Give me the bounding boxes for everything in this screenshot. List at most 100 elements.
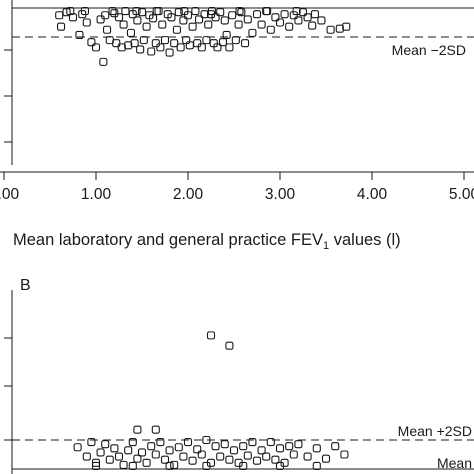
data-point bbox=[231, 36, 240, 45]
data-point bbox=[151, 39, 160, 48]
data-point bbox=[216, 452, 225, 461]
data-point bbox=[252, 456, 262, 465]
data-point bbox=[99, 57, 108, 66]
data-point bbox=[87, 438, 96, 447]
data-point bbox=[73, 443, 82, 452]
data-point bbox=[317, 16, 326, 25]
data-point bbox=[114, 452, 124, 461]
data-point bbox=[294, 440, 303, 449]
data-point bbox=[114, 13, 124, 22]
data-point bbox=[124, 41, 133, 50]
data-point bbox=[179, 452, 188, 461]
data-point bbox=[91, 43, 101, 52]
data-point bbox=[124, 446, 133, 455]
data-point bbox=[240, 39, 250, 48]
data-point bbox=[207, 7, 216, 16]
data-point bbox=[151, 425, 160, 434]
data-point bbox=[229, 446, 239, 455]
data-point bbox=[275, 444, 285, 453]
data-point bbox=[225, 341, 234, 350]
data-point bbox=[66, 7, 75, 16]
data-point bbox=[312, 444, 321, 453]
data-point bbox=[211, 442, 220, 451]
data-point bbox=[312, 461, 321, 470]
x-tick-label: 2.00 bbox=[173, 186, 204, 203]
data-point bbox=[148, 14, 158, 23]
data-point bbox=[235, 7, 244, 16]
x-tick-label: 4.00 bbox=[357, 186, 388, 203]
data-point bbox=[101, 11, 110, 20]
data-point bbox=[132, 7, 141, 16]
x-tick-label: 3.00 bbox=[265, 186, 296, 203]
data-point bbox=[91, 461, 101, 470]
data-point bbox=[176, 43, 185, 52]
data-point bbox=[147, 47, 156, 56]
data-point bbox=[82, 452, 91, 461]
data-point bbox=[167, 13, 176, 22]
data-point bbox=[191, 7, 200, 16]
data-point bbox=[154, 7, 163, 16]
data-point bbox=[80, 7, 90, 16]
data-point bbox=[197, 43, 206, 52]
data-point bbox=[340, 450, 349, 459]
data-point bbox=[156, 43, 165, 52]
panel-a-points bbox=[55, 7, 351, 66]
data-point bbox=[303, 452, 312, 461]
data-point bbox=[110, 9, 119, 18]
data-point bbox=[96, 448, 105, 457]
data-point bbox=[165, 446, 174, 455]
data-point bbox=[87, 38, 96, 47]
data-point bbox=[234, 20, 243, 29]
data-point bbox=[165, 48, 174, 57]
data-point bbox=[237, 8, 246, 17]
data-point bbox=[130, 39, 139, 48]
data-point bbox=[82, 18, 91, 27]
data-point bbox=[128, 461, 137, 470]
data-point bbox=[243, 451, 252, 460]
data-point bbox=[193, 445, 202, 454]
data-point bbox=[335, 24, 344, 33]
x-tick-label: 1.00 bbox=[81, 186, 112, 203]
data-point bbox=[342, 22, 351, 31]
data-point bbox=[326, 25, 335, 34]
data-point bbox=[285, 22, 294, 31]
data-point bbox=[275, 18, 285, 27]
data-point bbox=[137, 8, 147, 17]
data-point bbox=[133, 425, 142, 434]
data-point bbox=[285, 442, 294, 451]
data-point bbox=[220, 16, 229, 25]
data-point bbox=[294, 16, 303, 25]
data-point bbox=[266, 438, 275, 447]
data-point bbox=[266, 25, 275, 34]
data-point bbox=[174, 443, 183, 452]
data-point bbox=[239, 442, 248, 451]
data-point bbox=[206, 331, 216, 340]
panel-b-y-ticks bbox=[4, 337, 12, 441]
data-point bbox=[202, 36, 211, 45]
data-point bbox=[200, 10, 209, 19]
data-point bbox=[225, 43, 234, 52]
data-point bbox=[289, 11, 298, 20]
data-point bbox=[197, 450, 206, 459]
data-point bbox=[96, 15, 105, 24]
data-point bbox=[56, 22, 66, 31]
data-point bbox=[126, 28, 136, 37]
data-point bbox=[271, 13, 280, 22]
data-point bbox=[213, 43, 222, 52]
data-point bbox=[133, 454, 142, 463]
data-point bbox=[172, 25, 182, 34]
data-point bbox=[257, 446, 266, 455]
data-point bbox=[151, 450, 160, 459]
panel-b-plus-2sd-label: Mean +2SD bbox=[398, 423, 472, 439]
data-point bbox=[121, 7, 130, 16]
data-point bbox=[142, 22, 151, 31]
data-point bbox=[147, 442, 156, 451]
data-point bbox=[257, 20, 266, 29]
panel-b-points bbox=[73, 331, 349, 470]
data-point bbox=[216, 8, 225, 17]
x-tick-label: 5.00 bbox=[449, 186, 474, 203]
data-point bbox=[263, 7, 272, 16]
panel-b: B Mean +2SD Mean bbox=[4, 277, 474, 474]
data-point bbox=[218, 38, 228, 47]
